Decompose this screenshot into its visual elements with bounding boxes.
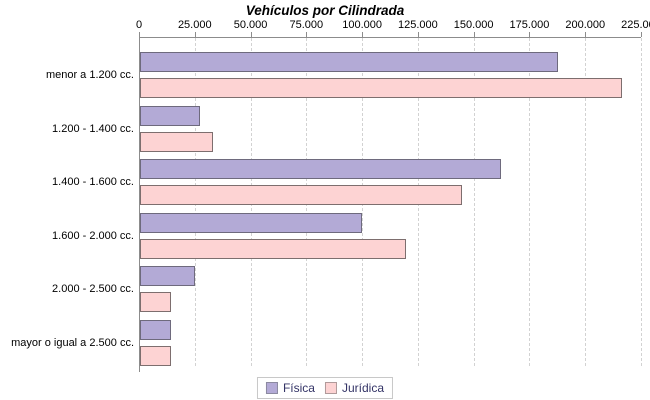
gridline bbox=[641, 38, 642, 366]
category-label: 1.400 - 1.600 cc. bbox=[52, 176, 134, 188]
bar-fisica bbox=[140, 212, 362, 233]
gridline bbox=[473, 38, 475, 366]
bar-fisica bbox=[140, 266, 195, 286]
x-axis-tick-label: 25.000 bbox=[177, 19, 212, 31]
x-axis-tick bbox=[306, 32, 308, 37]
legend-entry-juridica: Jurídica bbox=[324, 381, 385, 395]
legend-swatch-fisica bbox=[265, 382, 278, 394]
x-axis-tick bbox=[362, 32, 364, 37]
legend-label-juridica: Jurídica bbox=[341, 381, 385, 395]
category-label: 2.000 - 2.500 cc. bbox=[52, 283, 134, 295]
bar-fisica bbox=[140, 52, 558, 72]
x-axis-tick-label: 50.000 bbox=[233, 19, 268, 31]
x-axis-tick-label: 200.000 bbox=[565, 19, 606, 31]
legend-entry-fisica: Física bbox=[265, 381, 315, 395]
bar-juridica bbox=[140, 345, 171, 366]
x-axis-tick bbox=[194, 32, 196, 37]
legend-swatch-juridica bbox=[324, 382, 337, 394]
bar-fisica bbox=[140, 319, 171, 340]
x-axis-tick bbox=[417, 32, 419, 37]
chart-title: Vehículos por Cilindrada bbox=[245, 3, 405, 18]
bar-juridica bbox=[140, 78, 622, 98]
x-axis-tick bbox=[641, 32, 642, 37]
category-label: mayor o igual a 2.500 cc. bbox=[11, 336, 134, 349]
y-axis-line bbox=[139, 37, 140, 372]
legend: Física Jurídica bbox=[256, 377, 394, 399]
x-axis-tick bbox=[250, 32, 252, 37]
gridline bbox=[585, 38, 587, 366]
bar-juridica bbox=[140, 238, 406, 259]
x-axis-tick bbox=[139, 32, 140, 37]
category-label: menor a 1.200 cc. bbox=[45, 69, 134, 81]
bar-juridica bbox=[140, 185, 462, 205]
x-axis-tick bbox=[529, 32, 531, 37]
x-axis-tick-label: 175.000 bbox=[509, 19, 550, 31]
x-axis-tick-label: 150.000 bbox=[453, 19, 494, 31]
bar-juridica bbox=[140, 131, 213, 152]
bar-fisica bbox=[140, 105, 200, 126]
category-label: 1.200 - 1.400 cc. bbox=[52, 122, 134, 135]
gridline bbox=[529, 38, 531, 366]
bar-fisica bbox=[140, 159, 501, 179]
category-label: 1.600 - 2.000 cc. bbox=[52, 229, 134, 242]
x-axis-tick-label: 225.000 bbox=[621, 19, 650, 31]
x-axis-tick-label: 75.000 bbox=[289, 19, 324, 31]
legend-label-fisica: Física bbox=[282, 381, 315, 395]
x-axis-tick bbox=[473, 32, 475, 37]
x-axis-tick-label: 125.000 bbox=[397, 19, 438, 31]
x-axis-tick bbox=[585, 32, 587, 37]
bar-juridica bbox=[140, 292, 171, 312]
x-axis-tick-label: 0 bbox=[135, 19, 143, 31]
x-axis-tick-label: 100.000 bbox=[342, 19, 382, 31]
x-axis-line bbox=[139, 37, 641, 38]
